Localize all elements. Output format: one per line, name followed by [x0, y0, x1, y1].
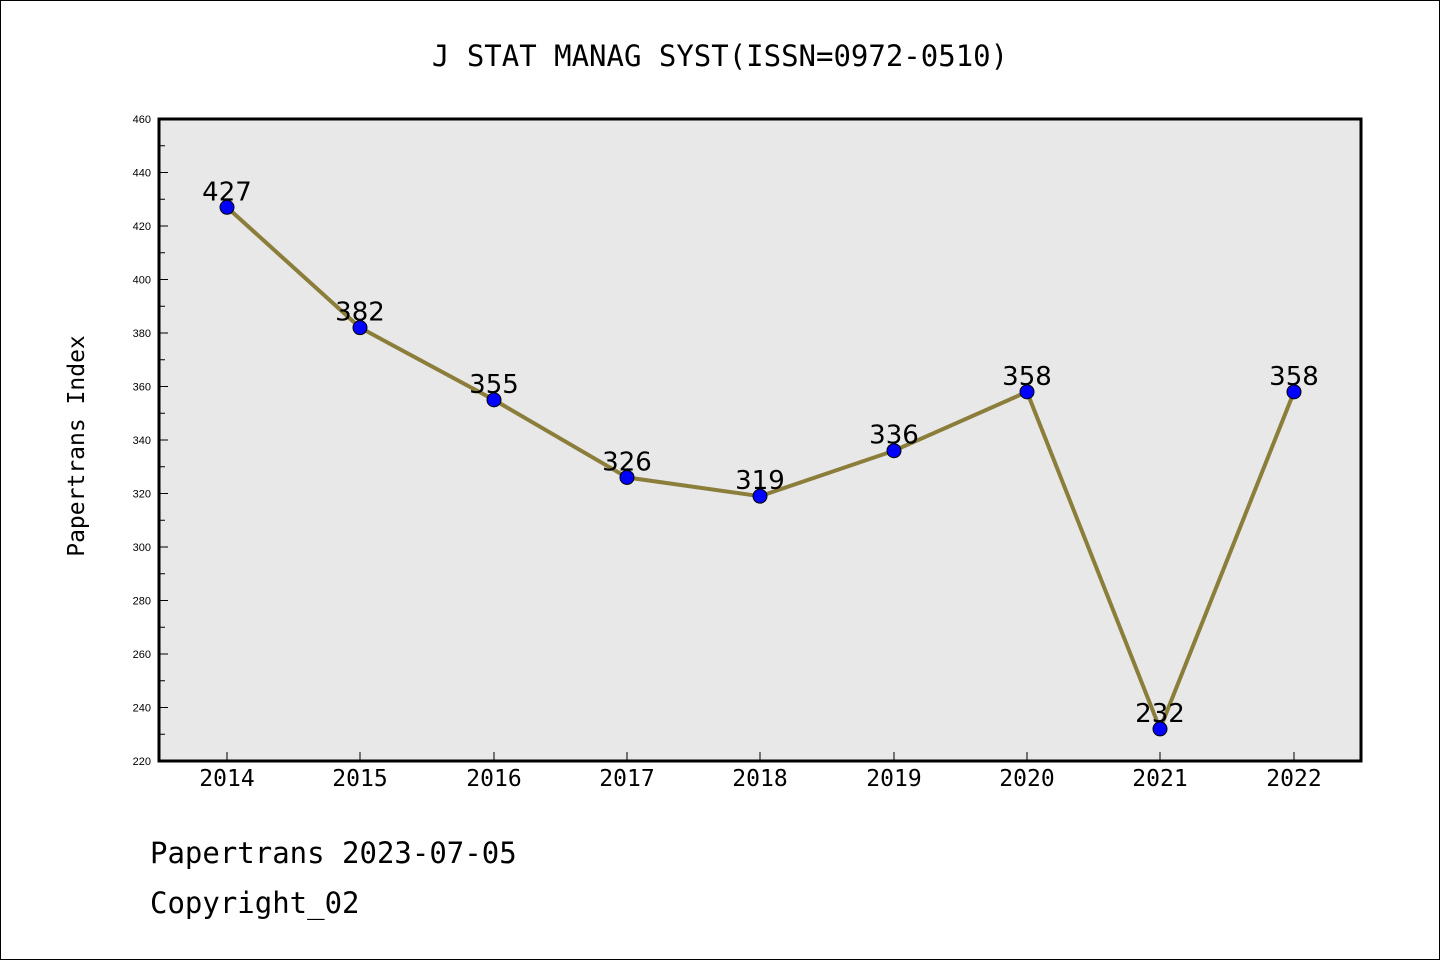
data-label: 319 — [735, 466, 785, 496]
data-point — [219, 199, 235, 215]
y-tick-label: 360 — [133, 382, 151, 394]
data-point — [1019, 384, 1035, 400]
data-point — [352, 320, 368, 336]
y-tick-label: 300 — [133, 542, 151, 554]
data-point — [486, 392, 502, 408]
x-tick-label: 2017 — [599, 766, 654, 792]
y-tick-label: 260 — [133, 649, 151, 661]
data-point — [1152, 721, 1168, 737]
y-tick-label: 240 — [133, 703, 151, 715]
x-tick-label: 2019 — [866, 766, 921, 792]
data-label: 382 — [335, 298, 385, 328]
x-tick-label: 2018 — [732, 766, 787, 792]
y-tick-label: 380 — [133, 328, 151, 340]
data-point — [619, 469, 635, 485]
data-label: 358 — [1269, 362, 1319, 392]
y-tick-label: 440 — [133, 168, 151, 180]
data-labels: 427 382 355 326 319 336 358 232 358 — [202, 177, 1319, 729]
x-tick-label: 2021 — [1132, 766, 1187, 792]
x-tick-label: 2020 — [999, 766, 1054, 792]
y-tick-label: 340 — [133, 435, 151, 447]
x-tick-label: 2022 — [1266, 766, 1321, 792]
footer-copyright: Copyright_02 — [150, 886, 360, 920]
series-markers — [219, 199, 1302, 737]
data-label: 326 — [602, 447, 652, 477]
data-point — [752, 488, 768, 504]
data-label: 358 — [1002, 362, 1052, 392]
y-tick-label: 220 — [133, 756, 151, 768]
y-tick-label: 420 — [133, 221, 151, 233]
data-label: 336 — [869, 421, 919, 451]
x-tick-label: 2014 — [199, 766, 254, 792]
x-tick-label: 2015 — [332, 766, 387, 792]
x-axis: 2014 2015 2016 2017 2018 2019 2020 2021 2022 — [199, 752, 1322, 792]
data-point — [886, 443, 902, 459]
y-axis: 220 240 260 280 300 320 340 360 380 400 420 440 460 — [133, 114, 168, 768]
x-tick-label: 2016 — [466, 766, 521, 792]
y-tick-label: 280 — [133, 596, 151, 608]
data-label: 355 — [469, 370, 519, 400]
y-tick-label: 320 — [133, 489, 151, 501]
data-label: 427 — [202, 177, 252, 207]
data-point — [1286, 384, 1302, 400]
y-axis-label: Papertrans Index — [64, 335, 90, 557]
y-tick-label: 460 — [133, 114, 151, 126]
plot-area — [157, 117, 1363, 763]
data-label: 232 — [1135, 699, 1185, 729]
footer-date: Papertrans 2023-07-05 — [150, 836, 517, 870]
y-tick-label: 400 — [133, 275, 151, 287]
chart-title: J STAT MANAG SYST(ISSN=0972-0510) — [432, 39, 1008, 73]
